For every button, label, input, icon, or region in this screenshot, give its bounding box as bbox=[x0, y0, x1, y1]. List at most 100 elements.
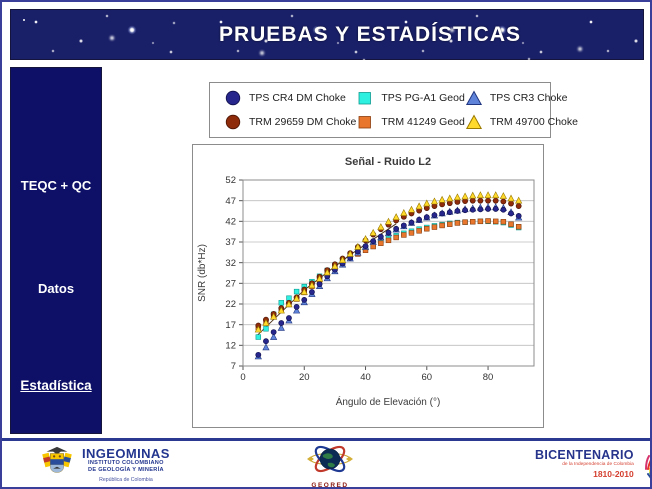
data-point bbox=[454, 208, 461, 214]
data-point bbox=[416, 216, 423, 223]
data-point bbox=[508, 210, 514, 217]
data-point bbox=[453, 193, 462, 201]
data-point bbox=[461, 192, 469, 200]
data-point bbox=[415, 202, 423, 210]
data-point bbox=[469, 206, 476, 213]
data-point bbox=[308, 281, 316, 289]
data-point bbox=[309, 289, 315, 295]
data-point bbox=[477, 206, 484, 213]
data-point bbox=[484, 191, 492, 199]
x-tick-label: 60 bbox=[422, 372, 433, 383]
data-point bbox=[515, 196, 523, 204]
data-point bbox=[477, 197, 484, 204]
data-point bbox=[393, 225, 400, 232]
legend-item: TRM 41249 Geod bbox=[356, 114, 465, 130]
data-point bbox=[262, 318, 270, 326]
header-banner: PRUEBAS Y ESTADÍSTICAS bbox=[10, 9, 644, 60]
legend-label: TPS CR4 DM Choke bbox=[249, 92, 346, 104]
data-point bbox=[447, 221, 453, 227]
legend-marker bbox=[465, 114, 482, 129]
data-point bbox=[431, 224, 438, 230]
chart-ylabel: SNR (db*Hz) bbox=[197, 244, 208, 302]
data-point bbox=[300, 287, 308, 295]
chart-legend: TPS CR4 DM Choke TPS PG-A1 Geod TPS CR3 Ch… bbox=[209, 82, 578, 138]
data-point bbox=[407, 205, 416, 213]
data-point bbox=[323, 268, 331, 276]
data-point bbox=[255, 351, 262, 358]
data-point bbox=[385, 229, 392, 236]
data-point bbox=[293, 294, 301, 302]
bicentenario-years: 1810-2010 bbox=[593, 469, 634, 479]
bicentenario-logo: BICENTENARIO de la Independencia de Colo… bbox=[535, 445, 650, 485]
legend-label: TPS CR3 Choke bbox=[489, 92, 568, 104]
data-point bbox=[423, 214, 430, 221]
data-point bbox=[316, 281, 323, 288]
data-point bbox=[293, 303, 300, 310]
data-point bbox=[331, 262, 339, 270]
chart-title: Señal - Ruido L2 bbox=[345, 156, 431, 168]
data-point bbox=[263, 326, 269, 332]
data-point bbox=[378, 240, 384, 246]
data-point bbox=[424, 226, 430, 232]
data-point bbox=[393, 234, 399, 241]
data-point bbox=[370, 238, 377, 245]
data-point bbox=[315, 274, 324, 282]
data-point bbox=[515, 203, 522, 209]
legend-label: TRM 49700 Choke bbox=[489, 116, 578, 128]
snr-chart-svg: Señal - Ruido L2 Ángulo de Elevación (°)… bbox=[197, 156, 535, 408]
data-point bbox=[400, 209, 408, 216]
plot-frame bbox=[242, 179, 535, 367]
legend-item: TPS PG-A1 Geod bbox=[356, 90, 465, 106]
ingeominas-line1: INSTITUTO COLOMBIANO bbox=[87, 460, 164, 466]
data-point bbox=[515, 213, 522, 219]
data-point bbox=[400, 222, 407, 229]
data-point bbox=[377, 223, 385, 230]
data-point bbox=[408, 230, 415, 236]
geored-globe-icon bbox=[307, 445, 353, 473]
data-point bbox=[476, 191, 484, 199]
y-tick-label: 52 bbox=[225, 175, 236, 186]
data-point bbox=[431, 212, 438, 219]
legend-label: TPS PG-A1 Geod bbox=[381, 92, 465, 104]
legend-marker bbox=[358, 116, 372, 129]
x-tick-label: 20 bbox=[299, 372, 310, 383]
data-point bbox=[492, 191, 500, 199]
data-point bbox=[346, 249, 354, 257]
bicentenario-burst-icon bbox=[644, 455, 650, 479]
y-tick-label: 47 bbox=[225, 196, 236, 207]
data-point bbox=[362, 243, 369, 250]
data-point bbox=[262, 343, 270, 351]
data-point bbox=[492, 197, 499, 204]
y-tick-label: 7 bbox=[231, 361, 236, 372]
circle-marker-icon bbox=[225, 90, 241, 106]
legend-item: TPS CR4 DM Choke bbox=[224, 90, 356, 106]
data-point bbox=[485, 206, 491, 212]
data-point bbox=[392, 213, 400, 220]
data-point bbox=[384, 217, 393, 225]
geored-logo: GEORED bbox=[301, 443, 359, 487]
data-point bbox=[493, 218, 499, 225]
triangle-marker-icon bbox=[465, 90, 482, 105]
data-point bbox=[469, 197, 476, 204]
data-point bbox=[477, 218, 484, 225]
legend-marker bbox=[465, 90, 482, 105]
data-point bbox=[255, 334, 262, 340]
data-point bbox=[499, 192, 507, 199]
legend-marker bbox=[225, 90, 241, 106]
data-point bbox=[293, 288, 300, 295]
data-point bbox=[446, 209, 453, 216]
data-point bbox=[462, 207, 468, 214]
data-point bbox=[485, 218, 491, 224]
data-point bbox=[270, 312, 278, 320]
chart-box: Señal - Ruido L2 Ángulo de Elevación (°)… bbox=[192, 144, 544, 428]
data-point bbox=[500, 206, 507, 213]
data-point bbox=[263, 338, 269, 345]
y-tick-label: 27 bbox=[225, 279, 236, 290]
bicentenario-subtitle: de la Independencia de Colombia bbox=[562, 462, 634, 467]
data-point bbox=[338, 256, 347, 263]
y-tick-label: 32 bbox=[225, 258, 236, 269]
data-point bbox=[293, 306, 301, 314]
ingeominas-line3: República de Colombia bbox=[99, 477, 153, 483]
data-point bbox=[361, 235, 370, 242]
legend-marker bbox=[358, 92, 372, 105]
